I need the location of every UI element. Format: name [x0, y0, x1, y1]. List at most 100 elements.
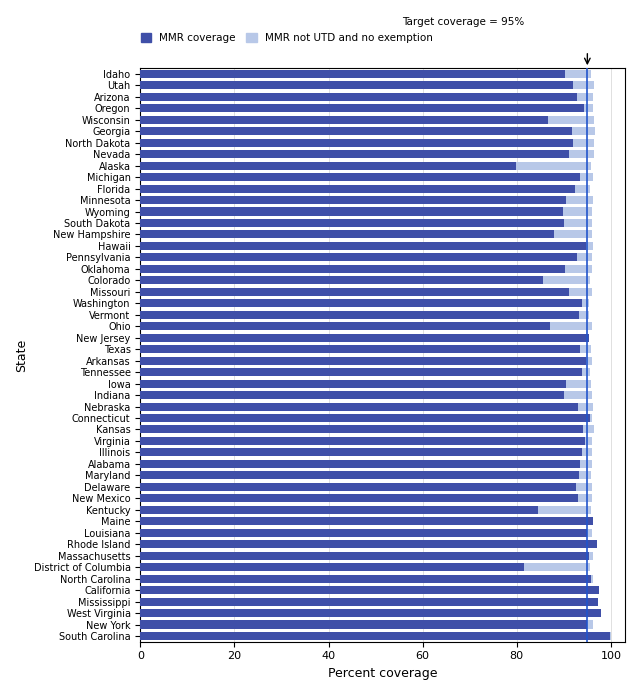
- Bar: [140, 345, 591, 353]
- Bar: [140, 402, 578, 411]
- Bar: [140, 586, 599, 594]
- Bar: [140, 322, 550, 330]
- Bar: [140, 460, 580, 468]
- Bar: [140, 506, 538, 514]
- Bar: [140, 311, 579, 319]
- Bar: [140, 402, 593, 411]
- Bar: [140, 254, 577, 261]
- Bar: [140, 139, 595, 147]
- Bar: [140, 92, 593, 101]
- Bar: [140, 208, 592, 215]
- Legend: MMR coverage, MMR not UTD and no exemption: MMR coverage, MMR not UTD and no exempti…: [141, 33, 433, 43]
- Bar: [140, 494, 592, 502]
- Bar: [140, 575, 591, 582]
- Bar: [140, 231, 592, 238]
- Bar: [140, 196, 593, 204]
- Bar: [140, 368, 582, 376]
- Bar: [140, 196, 566, 204]
- Bar: [140, 586, 599, 594]
- Bar: [140, 517, 593, 525]
- Bar: [140, 529, 592, 537]
- Bar: [140, 517, 593, 525]
- Bar: [140, 621, 593, 628]
- Bar: [140, 460, 592, 468]
- Bar: [140, 529, 588, 537]
- Bar: [140, 81, 595, 90]
- Bar: [140, 632, 611, 640]
- Bar: [140, 265, 592, 273]
- Bar: [140, 139, 573, 147]
- Bar: [140, 425, 595, 434]
- Bar: [140, 552, 589, 559]
- Bar: [140, 104, 593, 113]
- Bar: [140, 219, 564, 227]
- Bar: [140, 92, 577, 101]
- Bar: [140, 334, 589, 342]
- Bar: [140, 609, 600, 617]
- Bar: [140, 471, 591, 480]
- Bar: [140, 334, 589, 342]
- Bar: [140, 254, 592, 261]
- Bar: [140, 288, 592, 296]
- Bar: [140, 357, 592, 365]
- Bar: [140, 483, 592, 491]
- Bar: [140, 494, 578, 502]
- Bar: [140, 448, 592, 457]
- Bar: [140, 368, 590, 376]
- Bar: [140, 598, 598, 605]
- Bar: [140, 173, 593, 181]
- Bar: [140, 81, 573, 90]
- Bar: [140, 391, 592, 399]
- Bar: [140, 219, 592, 227]
- X-axis label: Percent coverage: Percent coverage: [328, 667, 437, 680]
- Bar: [140, 127, 572, 136]
- Bar: [140, 70, 564, 78]
- Bar: [140, 414, 589, 422]
- Bar: [140, 471, 579, 480]
- Y-axis label: State: State: [15, 338, 28, 372]
- Bar: [140, 242, 593, 250]
- Bar: [140, 277, 589, 284]
- Bar: [140, 437, 585, 445]
- Bar: [140, 609, 600, 617]
- Bar: [140, 265, 564, 273]
- Bar: [140, 357, 586, 365]
- Bar: [140, 311, 589, 319]
- Bar: [140, 391, 564, 399]
- Bar: [140, 300, 582, 307]
- Bar: [140, 70, 591, 78]
- Bar: [140, 379, 591, 388]
- Bar: [140, 563, 524, 571]
- Bar: [140, 208, 563, 215]
- Bar: [140, 115, 594, 124]
- Bar: [140, 242, 586, 250]
- Bar: [140, 414, 592, 422]
- Bar: [140, 115, 548, 124]
- Bar: [140, 288, 570, 296]
- Bar: [140, 104, 584, 113]
- Bar: [140, 277, 543, 284]
- Bar: [140, 300, 589, 307]
- Bar: [140, 552, 593, 559]
- Bar: [140, 322, 592, 330]
- Bar: [140, 598, 598, 605]
- Bar: [140, 127, 595, 136]
- Bar: [140, 185, 575, 193]
- Bar: [140, 231, 554, 238]
- Bar: [140, 379, 566, 388]
- Bar: [140, 150, 570, 158]
- Bar: [140, 173, 580, 181]
- Bar: [140, 506, 591, 514]
- Bar: [140, 345, 580, 353]
- Bar: [140, 162, 591, 170]
- Bar: [140, 425, 582, 434]
- Bar: [140, 563, 589, 571]
- Bar: [140, 185, 589, 193]
- Bar: [140, 437, 592, 445]
- Bar: [140, 162, 516, 170]
- Bar: [140, 448, 582, 457]
- Bar: [140, 575, 593, 582]
- Bar: [140, 621, 588, 628]
- Bar: [140, 540, 596, 548]
- Bar: [140, 483, 575, 491]
